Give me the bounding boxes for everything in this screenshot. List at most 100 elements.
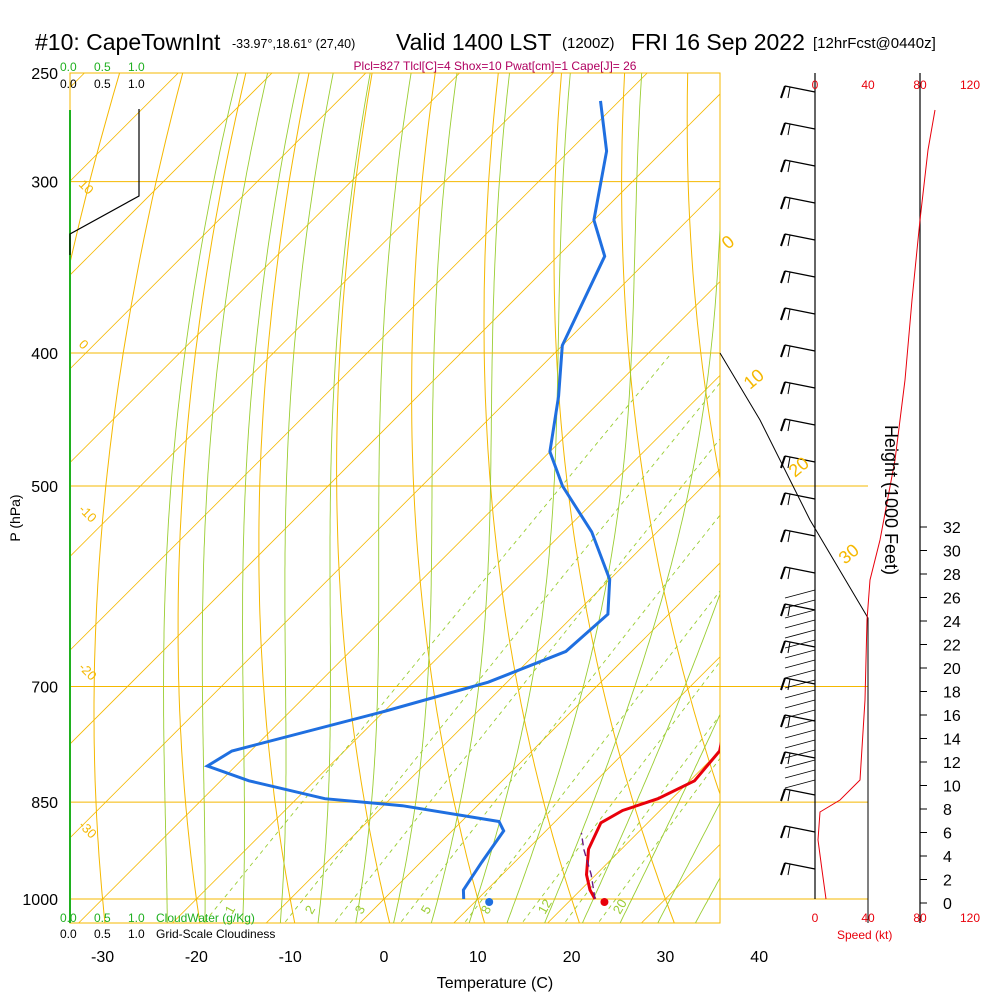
wind-barb-feather: [787, 345, 791, 358]
dry-adiabat-label: -10: [76, 502, 100, 526]
isotherm: [547, 750, 720, 923]
wind-barb-flag: [780, 566, 786, 580]
wind-barb-feather: [787, 530, 791, 543]
moist-adiabat-label: 10: [740, 365, 768, 393]
wind-barb-feather: [787, 567, 791, 580]
dry-adiabat: [0, 49, 2, 928]
speed-top-2: 80: [913, 78, 927, 92]
y-tick-label: 1000: [22, 892, 58, 909]
moist-adiabat: [694, 877, 720, 923]
station-label: #10: CapeTownInt: [35, 29, 221, 55]
top-cw-1: 0.5: [94, 60, 111, 74]
height-tick-label: 8: [943, 802, 952, 819]
dry-adiabat: [70, 73, 121, 266]
bot-cw-0: 0.0: [60, 911, 77, 925]
dry-adiabat: [336, 73, 391, 923]
x-tick-label: 20: [563, 949, 581, 966]
wind-speed-profile: [817, 109, 936, 900]
dry-adiabat-label: -30: [76, 818, 100, 842]
wind-barb-low: [784, 589, 816, 599]
dry-adiabat: [411, 73, 486, 923]
isotherm: [265, 468, 720, 923]
y-tick-label: 700: [31, 679, 58, 696]
wind-barb-feather: [787, 271, 791, 284]
wind-barb-feather: [787, 382, 791, 395]
mixing-ratio-label: 20: [610, 896, 630, 916]
isotherm: [70, 73, 648, 651]
height-tick-label: 30: [943, 544, 961, 561]
speed-bot-1: 40: [861, 911, 875, 925]
wind-barb-feather: [787, 123, 791, 136]
moist-adiabat: [430, 73, 510, 923]
height-tick-label: 0: [943, 896, 952, 913]
wind-barb-flag: [780, 233, 786, 247]
y-tick-label: 850: [31, 795, 58, 812]
mixing-ratio-label: 5: [418, 903, 435, 917]
height-tick-label: 22: [943, 638, 961, 655]
dry-adiabat: [621, 73, 720, 796]
wind-barb-flag: [780, 603, 786, 617]
x-tick-label: 10: [469, 949, 487, 966]
wind-barb-feather: [787, 641, 791, 654]
isobars: [70, 72, 868, 900]
speed-title: Speed (kt): [837, 928, 892, 942]
wind-barb-low: [784, 719, 816, 729]
wind-barb-low: [784, 759, 816, 769]
height-tick-label: 16: [943, 708, 961, 725]
isotherm: [730, 49, 1000, 928]
moist-adiabat: [468, 73, 571, 923]
valid-time: Valid 1400 LST: [396, 29, 552, 55]
surface-temperature-dot: [600, 898, 609, 906]
mixing-ratio-line: [597, 757, 720, 923]
moist-adiabat-label: 0: [718, 231, 739, 253]
moist-adiabat: [279, 73, 334, 923]
wind-barb-flag: [780, 788, 786, 802]
mixing-ratio-line: [283, 382, 720, 923]
terrain-boundary: [719, 352, 869, 923]
wind-barb-low: [784, 769, 816, 779]
wind-barb-feather: [787, 863, 791, 876]
dry-adiabat: [177, 73, 247, 923]
isotherm: [918, 49, 1000, 928]
moist-adiabat: [657, 801, 720, 923]
bot-cw-1: 0.5: [94, 911, 111, 925]
isotherm: [171, 374, 720, 923]
isotherm: [70, 73, 554, 557]
dry-adiabat: [938, 49, 1000, 928]
wind-barb-low: [784, 779, 816, 789]
wind-barb-flag: [780, 862, 786, 876]
speed-bot-2: 80: [913, 911, 927, 925]
height-tick-label: 14: [943, 732, 961, 749]
mixing-ratio-line: [563, 714, 720, 923]
moist-adiabat: [201, 73, 269, 923]
wind-barb-low: [784, 739, 816, 749]
mixing-ratio-label: 12: [535, 896, 555, 916]
dry-adiabat: [813, 49, 1000, 928]
height-tick-label: 20: [943, 661, 961, 678]
wind-barb-flag: [780, 492, 786, 506]
x-tick-label: -30: [91, 949, 114, 966]
wind-barb-flag: [780, 307, 786, 321]
isotherm: [824, 49, 1000, 928]
height-tick-label: 18: [943, 685, 961, 702]
moist-adiabat-label: 30: [835, 540, 863, 568]
wind-barb-low: [784, 639, 816, 649]
isotherm: [78, 281, 720, 923]
temperature-line: [584, 741, 720, 900]
height-tick-label: 28: [943, 567, 961, 584]
bot-cl-0: 0.0: [60, 927, 77, 941]
wind-barb-feather: [787, 308, 791, 321]
surface-dewpoint-dot: [485, 898, 494, 906]
wind-barb-feather: [787, 493, 791, 506]
bot-cw-title: CloudWater (g/Kg): [156, 911, 255, 925]
y-tick-labels: 250 300 400 500 700 850 1000: [22, 66, 58, 909]
dry-adiabat: [258, 73, 310, 923]
station-coords: -33.97°,18.61° (27,40): [232, 37, 355, 51]
wind-barb-feather: [787, 789, 791, 802]
bot-cl-1: 0.5: [94, 927, 111, 941]
wind-barb-low: [784, 629, 816, 639]
wind-barb-low: [784, 669, 816, 679]
y-tick-label: 300: [31, 175, 58, 192]
wind-barb-low: [784, 659, 816, 669]
wind-barb-feather: [787, 678, 791, 691]
